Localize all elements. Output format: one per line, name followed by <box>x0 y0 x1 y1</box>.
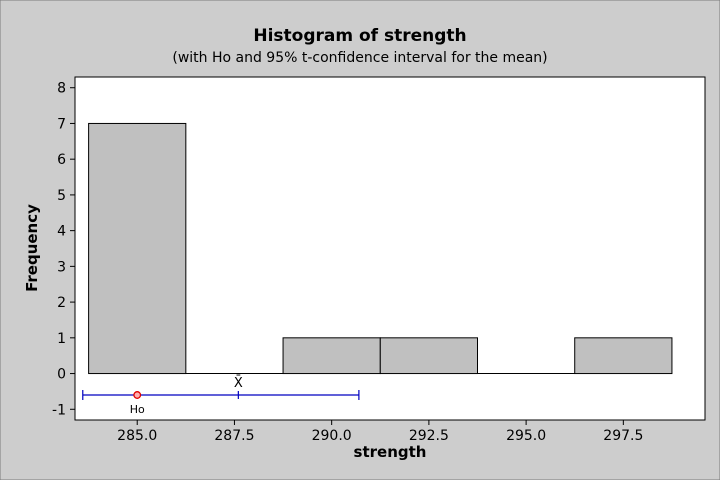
y-tick-label: -1 <box>52 402 66 418</box>
x-tick-label: 292.5 <box>409 428 449 444</box>
histogram-bar-0 <box>88 122 187 375</box>
y-tick-label: 1 <box>57 331 66 347</box>
x-tick-label: 297.5 <box>603 428 643 444</box>
h0-label: Ho <box>130 403 145 416</box>
y-tick-label: 4 <box>57 224 66 240</box>
x-axis-label: strength <box>354 443 427 461</box>
chart-title: Histogram of strength <box>253 26 466 46</box>
y-tick-label: 6 <box>57 152 66 168</box>
ci-mean-label: X̄ <box>234 376 243 391</box>
y-tick-label: 3 <box>57 259 66 275</box>
y-tick-label: 2 <box>57 295 66 311</box>
y-tick-label: 5 <box>57 188 66 204</box>
histogram-bar-2 <box>282 337 381 375</box>
chart-subtitle: (with Ho and 95% t-confidence interval f… <box>172 50 547 66</box>
x-tick-label: 290.0 <box>312 428 352 444</box>
confidence-interval-group: X̄ Ho <box>82 376 360 416</box>
x-tick-label: 285.0 <box>117 428 157 444</box>
h0-marker <box>133 391 142 399</box>
y-tick-label: 0 <box>57 367 66 383</box>
x-tick-label: 295.0 <box>506 428 546 444</box>
histogram-bar-5 <box>574 337 673 375</box>
y-tick-label: 8 <box>57 81 66 97</box>
y-axis-label: Frequency <box>23 204 41 292</box>
y-axis-ticks: -1 0 1 2 3 4 5 6 7 8 <box>52 81 75 418</box>
histogram-bar-3 <box>379 337 478 375</box>
y-tick-label: 7 <box>57 116 66 132</box>
bars-group <box>88 122 673 375</box>
x-tick-label: 287.5 <box>214 428 254 444</box>
x-axis-ticks: 285.0 287.5 290.0 292.5 295.0 297.5 <box>117 420 643 444</box>
